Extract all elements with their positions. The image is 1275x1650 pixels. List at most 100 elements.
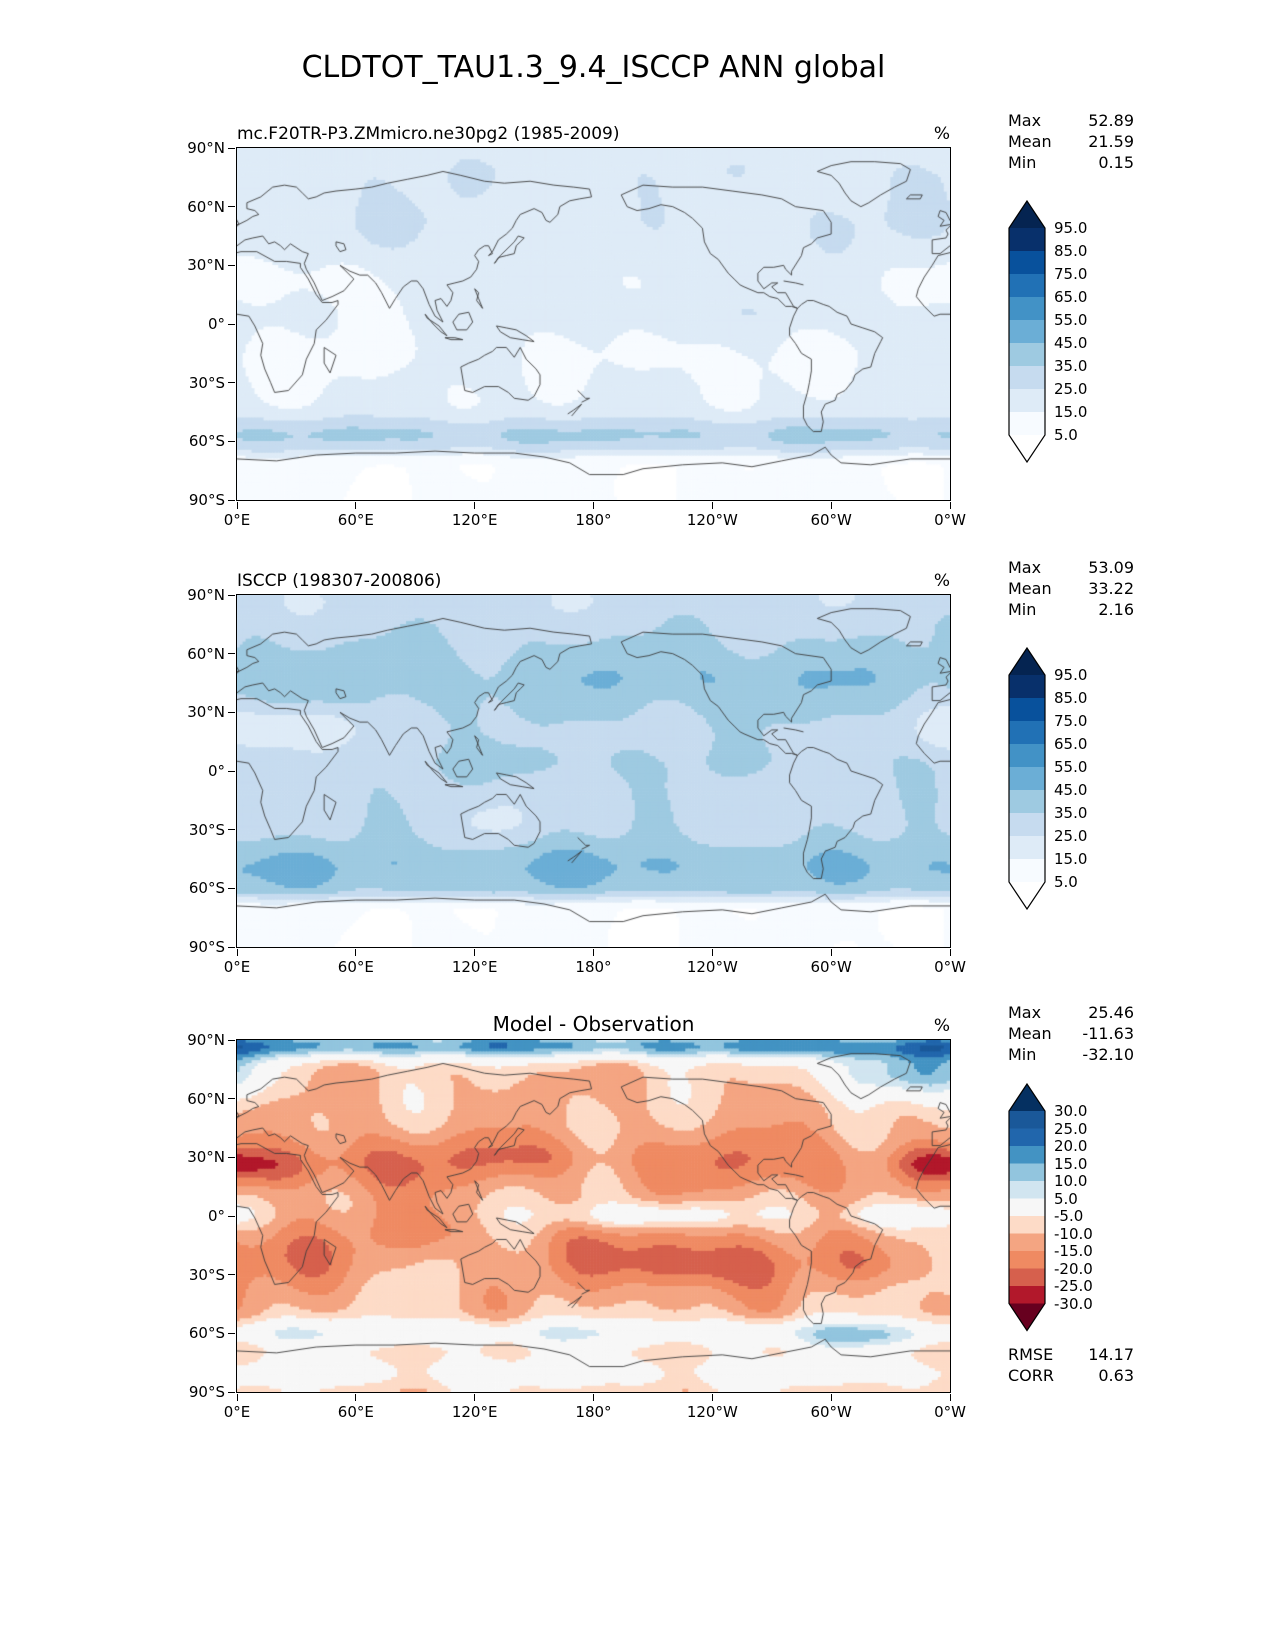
x-tick-label: 60°E — [337, 1403, 374, 1421]
colorbar-tick-label: 25.0 — [1054, 380, 1088, 398]
panel-header-diff: Model - Observation % — [237, 1008, 950, 1036]
x-tick-label: 0°W — [934, 511, 966, 529]
stat-label: Max — [1008, 111, 1042, 130]
colorbar-tick-label: 55.0 — [1054, 311, 1088, 329]
y-tick-mark — [228, 499, 235, 501]
colorbar-tick-label: 15.0 — [1054, 850, 1088, 868]
x-tick-label: 0°W — [934, 1403, 966, 1421]
stat-value: 53.09 — [1088, 558, 1134, 577]
colorbar-tick-label: 30.0 — [1054, 1102, 1088, 1120]
stat-row: Min 2.16 — [1008, 599, 1134, 620]
x-tick-mark — [236, 1394, 238, 1401]
colorbar-tick-label: 5.0 — [1054, 1189, 1078, 1208]
x-tick-mark — [830, 949, 832, 956]
panel-header-obs: ISCCP (198307-200806) % — [237, 563, 950, 591]
x-tick-label: 0°W — [934, 958, 966, 976]
map-canvas-diff — [237, 1040, 950, 1392]
colorbar-tick-label: 15.0 — [1054, 1154, 1088, 1173]
stat-label: Min — [1008, 600, 1037, 619]
y-tick-mark — [228, 770, 235, 772]
y-tick-label: 90°N — [187, 1031, 225, 1049]
y-tick-mark — [228, 1391, 235, 1393]
y-tick-label: 60°N — [187, 644, 225, 663]
stat-label: Mean — [1008, 579, 1052, 598]
colorbar-diff: 30.0 25.0 20.0 15.0 10.0 5.0 -5.0 -10.0 -15.0 -20… — [1008, 1083, 1128, 1332]
x-tick-mark — [593, 1394, 594, 1401]
stat-value: 33.22 — [1088, 579, 1134, 598]
map-canvas-model — [237, 148, 950, 500]
x-tick-label: 60°W — [810, 958, 852, 976]
y-tick-mark — [228, 594, 235, 596]
x-tick-mark — [593, 502, 594, 509]
metric-row: CORR 0.63 — [1008, 1365, 1134, 1386]
stat-value: -32.10 — [1082, 1045, 1134, 1064]
y-tick-mark — [228, 1215, 235, 1217]
x-tick-mark — [949, 1394, 951, 1401]
y-tick-mark — [228, 1039, 235, 1041]
panel-title-obs: ISCCP (198307-200806) — [237, 571, 442, 591]
stat-value: 52.89 — [1088, 111, 1134, 130]
panel-title-diff: Model - Observation — [492, 1012, 695, 1036]
colorbar-tick-label: 45.0 — [1054, 334, 1088, 352]
stat-row: Max 25.46 — [1008, 1002, 1134, 1023]
x-tick-label: 0°E — [223, 958, 251, 976]
stat-row: Max 53.09 — [1008, 557, 1134, 578]
colorbar-tick-label: -30.0 — [1054, 1294, 1093, 1313]
colorbar-model: 95.0 85.0 75.0 65.0 55.0 45.0 35.0 25.0 15.0 5.0 — [1008, 200, 1128, 463]
x-tick-label: 120°W — [686, 958, 738, 976]
y-tick-mark — [228, 147, 235, 149]
stat-row: Mean 33.22 — [1008, 578, 1134, 599]
y-tick-label: 30°N — [187, 703, 225, 722]
x-tick-label: 0°E — [223, 511, 251, 529]
y-tick-mark — [228, 1332, 235, 1334]
stat-value: 25.46 — [1088, 1003, 1134, 1022]
stat-label: Mean — [1008, 132, 1052, 151]
metric-value: 14.17 — [1088, 1345, 1134, 1364]
stats-block-model: Max 52.89 Mean 21.59 Min 0.15 — [1008, 110, 1134, 173]
map-frame-obs — [236, 594, 951, 948]
stat-value: 2.16 — [1098, 600, 1134, 619]
y-tick-mark — [228, 440, 235, 442]
y-tick-label: 90°S — [188, 491, 225, 509]
x-tick-mark — [593, 949, 594, 956]
x-tick-mark — [711, 1394, 713, 1401]
metric-value: 0.63 — [1098, 1366, 1134, 1385]
colorbar-tick-label: 5.0 — [1054, 426, 1078, 444]
x-tick-mark — [236, 502, 238, 509]
colorbar-tick-label: 10.0 — [1054, 1172, 1088, 1190]
y-tick-mark — [228, 887, 235, 889]
x-tick-label: 120°W — [686, 1403, 738, 1421]
panel-units-model: % — [933, 124, 950, 144]
panel-units-obs: % — [933, 571, 950, 591]
y-tick-mark — [228, 653, 235, 655]
colorbar-tick-label: -15.0 — [1054, 1242, 1093, 1260]
x-tick-mark — [949, 502, 951, 509]
stat-label: Max — [1008, 558, 1042, 577]
x-tick-mark — [355, 1394, 357, 1401]
x-tick-mark — [474, 1394, 476, 1401]
panel-header-model: mc.F20TR-P3.ZMmicro.ne30pg2 (1985-2009) … — [237, 116, 950, 144]
figure-title: CLDTOT_TAU1.3_9.4_ISCCP ANN global — [301, 50, 886, 85]
colorbar-tick-label: 75.0 — [1054, 265, 1088, 283]
x-tick-mark — [949, 949, 951, 956]
colorbar-tick-label: -10.0 — [1054, 1224, 1093, 1243]
x-tick-label: 120°E — [451, 1403, 498, 1421]
stat-row: Min -32.10 — [1008, 1044, 1134, 1065]
colorbar-tick-label: 25.0 — [1054, 1119, 1088, 1138]
x-tick-mark — [474, 949, 476, 956]
y-tick-mark — [228, 1156, 235, 1158]
metrics-block-diff: RMSE 14.17 CORR 0.63 — [1008, 1344, 1134, 1386]
y-tick-label: 30°N — [187, 256, 225, 275]
colorbar-tick-label: 20.0 — [1054, 1137, 1088, 1155]
y-tick-mark — [228, 382, 235, 384]
x-tick-label: 120°W — [686, 511, 738, 529]
y-tick-label: 60°N — [187, 1089, 225, 1108]
y-tick-label: 0° — [207, 315, 225, 333]
x-tick-mark — [355, 502, 357, 509]
colorbar-tick-label: 95.0 — [1054, 666, 1088, 684]
map-frame-model — [236, 147, 951, 501]
y-tick-label: 90°N — [187, 139, 225, 157]
x-tick-mark — [711, 949, 713, 956]
stat-label: Max — [1008, 1003, 1042, 1022]
